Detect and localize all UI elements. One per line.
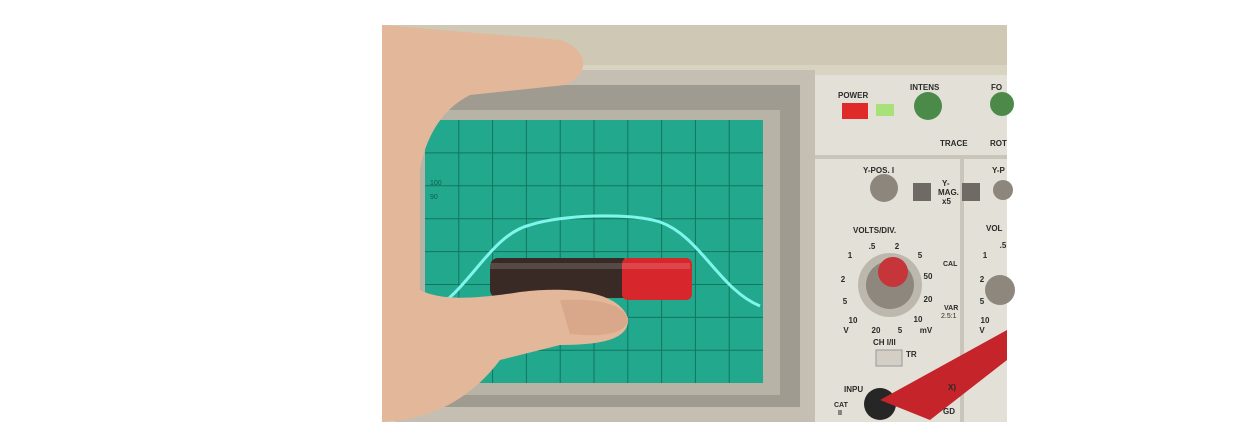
label: TRACE (940, 139, 968, 148)
dial-label: 10 (914, 315, 923, 324)
dial-label: 1 (983, 251, 988, 260)
trace (429, 214, 761, 314)
label: CAT (834, 402, 849, 409)
dial-label: .5 (869, 242, 876, 251)
intensity-knob[interactable] (914, 92, 942, 120)
label: POWER (838, 91, 868, 100)
volts-div-knob[interactable] (985, 275, 1015, 305)
power-indicator (876, 104, 894, 116)
variable-knob[interactable] (878, 257, 908, 287)
label: Y- (942, 179, 950, 188)
dial-label: 20 (872, 326, 881, 335)
label: VOLTS/DIV. (853, 226, 896, 235)
battery-shine (490, 263, 690, 269)
label: Y-P (992, 166, 1006, 175)
label: TR (906, 350, 917, 359)
label: INPU (844, 385, 863, 394)
graticule-label: 100 (430, 180, 442, 187)
label: MAG. (938, 188, 959, 197)
dial-label: 10 (849, 316, 858, 325)
battery-cap (622, 258, 692, 300)
dial-label: 5 (918, 251, 923, 260)
dial-label: .5 (1000, 241, 1007, 250)
label: Y-POS. I (863, 166, 894, 175)
dial-label: 5 (843, 297, 848, 306)
label: II (838, 410, 842, 417)
dial-label: 50 (924, 272, 933, 281)
graticule-label: 90 (430, 194, 438, 201)
dial-label: 5 (980, 297, 985, 306)
dial-label: 2 (841, 275, 846, 284)
dial-label: V (979, 326, 985, 335)
dial-label: 2 (895, 242, 900, 251)
label: VOL (986, 224, 1003, 233)
y-pos-knob[interactable] (993, 180, 1013, 200)
dial-label: V (843, 326, 849, 335)
thumb (560, 299, 628, 336)
dial-label: 2 (980, 275, 985, 284)
label: FO (991, 83, 1002, 92)
dial-label: 1 (848, 251, 853, 260)
label: X) (948, 383, 956, 392)
dial-label: mV (920, 326, 933, 335)
label: x5 (942, 197, 951, 206)
divider (960, 155, 964, 422)
focus-knob[interactable] (990, 92, 1014, 116)
dial-label: 20 (924, 295, 933, 304)
label: VAR (944, 305, 958, 312)
label: CH I/II (873, 338, 896, 347)
ch-button[interactable] (875, 349, 903, 367)
label: ROT (990, 139, 1007, 148)
hand (382, 25, 629, 422)
battery-body (490, 258, 630, 298)
probe (880, 330, 1007, 420)
divider (815, 155, 1007, 159)
label: 2.5:1 (941, 313, 957, 320)
label: CAL (943, 261, 958, 268)
dial-label: 10 (981, 316, 990, 325)
dial-label: 5 (898, 326, 903, 335)
button[interactable] (913, 183, 931, 201)
label: GD (943, 407, 955, 416)
power-button[interactable] (842, 103, 868, 119)
label: INTENS (910, 83, 940, 92)
y-pos-knob[interactable] (870, 174, 898, 202)
button[interactable] (962, 183, 980, 201)
